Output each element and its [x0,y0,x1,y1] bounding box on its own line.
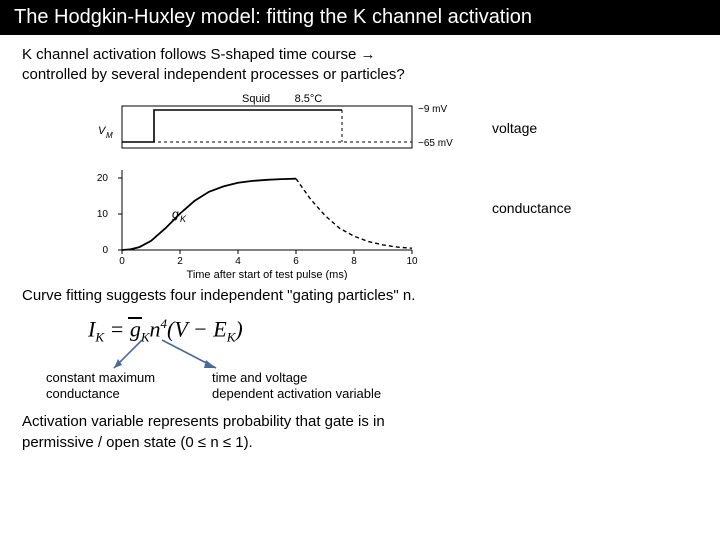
curve-fit-text: Curve fitting suggests four independent … [22,286,698,306]
closing-2: permissive / open state (0 ≤ n ≤ 1). [22,434,253,451]
eq-lhs-sub: K [95,330,104,345]
voltage-left-sub: M [106,131,113,140]
annot-right-2: dependent activation variable [212,386,381,401]
page-title: The Hodgkin-Huxley model: fitting the K … [14,6,532,28]
cond-ylabel-sub: K [180,214,187,224]
conductance-label: conductance [492,200,571,216]
svg-text:8: 8 [351,256,357,267]
voltage-panel: Squid 8.5°C −9 mV −65 mV V M [98,93,453,149]
voltage-step [122,110,342,142]
svg-text:2: 2 [177,256,183,267]
closing-1: Activation variable represents probabili… [22,413,385,430]
voltage-right-top: −9 mV [418,104,448,115]
cond-xlabel: Time after start of test pulse (ms) [187,269,348,280]
annot-right-1: time and voltage [212,370,307,385]
chart-area: Squid 8.5°C −9 mV −65 mV V M [22,90,698,280]
annot-right: time and voltage dependent activation va… [212,370,381,401]
svg-text:10: 10 [406,256,418,267]
cond-curve [122,179,296,250]
svg-text:4: 4 [235,256,241,267]
annot-left-1: constant maximum [46,370,155,385]
voltage-top-text: Squid 8.5°C [242,93,322,105]
cond-decay [296,179,412,249]
voltage-right-bottom: −65 mV [418,138,453,149]
ytick-label-0: 0 [102,245,108,256]
svg-text:6: 6 [293,256,299,267]
equation-row: IK = gKn4(V − EK) constant maximum condu… [62,316,698,394]
intro-text: K channel activation follows S-shaped ti… [22,45,698,84]
conductance-panel: 0 10 20 g K 0 2 4 6 [97,170,418,280]
annot-left: constant maximum conductance [46,370,155,401]
voltage-label: voltage [492,120,537,136]
title-bar: The Hodgkin-Huxley model: fitting the K … [0,0,720,35]
content-area: K channel activation follows S-shaped ti… [0,35,720,453]
svg-text:0: 0 [119,256,125,267]
ytick-label-20: 20 [97,173,109,184]
closing-text: Activation variable represents probabili… [22,412,698,453]
intro-line-1: K channel activation follows S-shaped ti… [22,46,376,63]
xticks: 0 2 4 6 8 10 [119,250,418,267]
intro-line-2: controlled by several independent proces… [22,66,405,83]
chart-svg: Squid 8.5°C −9 mV −65 mV V M [62,90,462,280]
ytick-label-10: 10 [97,209,109,220]
arrow-right-head [204,360,216,368]
annot-left-2: conductance [46,386,120,401]
